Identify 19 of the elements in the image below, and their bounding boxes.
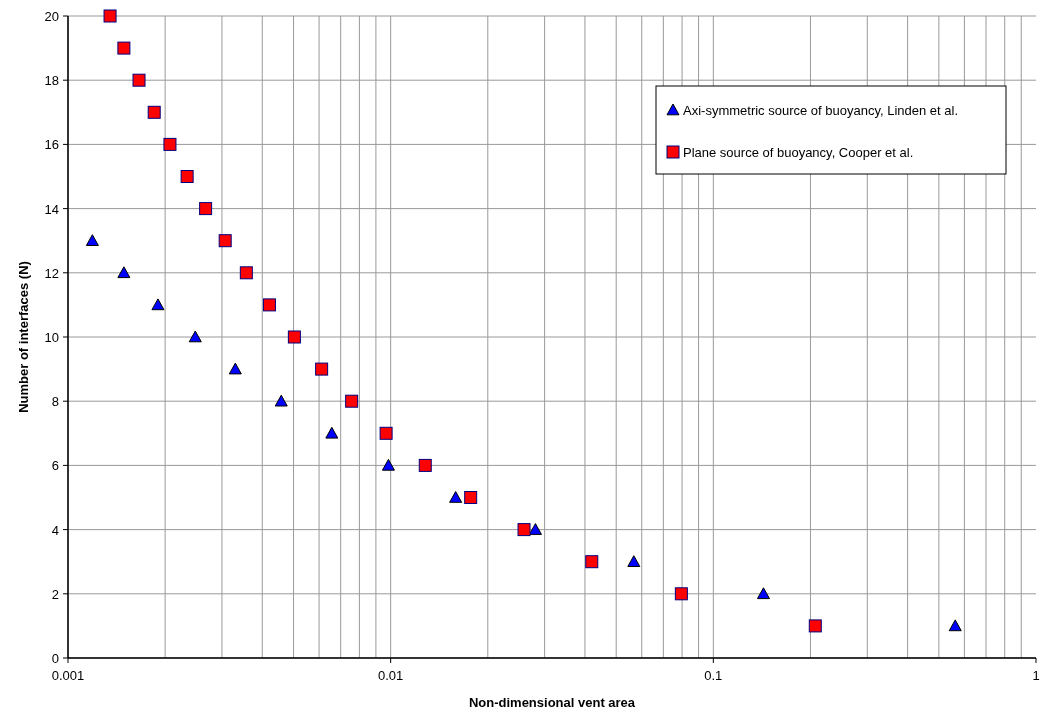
y-tick-label: 16 — [44, 137, 59, 153]
x-tick-label: 0.001 — [51, 668, 85, 683]
x-tick-label: 0.01 — [378, 668, 404, 683]
y-tick-label: 8 — [51, 394, 59, 410]
legend-label: Plane source of buoyancy, Cooper et al. — [683, 145, 914, 160]
y-tick-label: 12 — [44, 265, 59, 281]
y-tick-label: 6 — [51, 458, 59, 474]
y-tick-label: 0 — [51, 651, 59, 666]
x-axis-title: Non-dimensional vent area — [468, 695, 636, 710]
y-tick-label: 10 — [44, 330, 59, 345]
x-tick-label: 1 — [1032, 668, 1040, 683]
y-tick-label: 18 — [44, 73, 59, 89]
y-tick-label: 20 — [44, 9, 59, 24]
y-tick-label: 2 — [51, 586, 59, 602]
y-axis-title: Number of interfaces (N) — [16, 261, 31, 413]
x-tick-label: 0.1 — [704, 668, 723, 683]
y-tick-label: 14 — [44, 201, 59, 217]
legend-label: Axi-symmetric source of buoyancy, Linden et al. — [683, 103, 959, 118]
y-tick-label: 4 — [51, 522, 59, 538]
